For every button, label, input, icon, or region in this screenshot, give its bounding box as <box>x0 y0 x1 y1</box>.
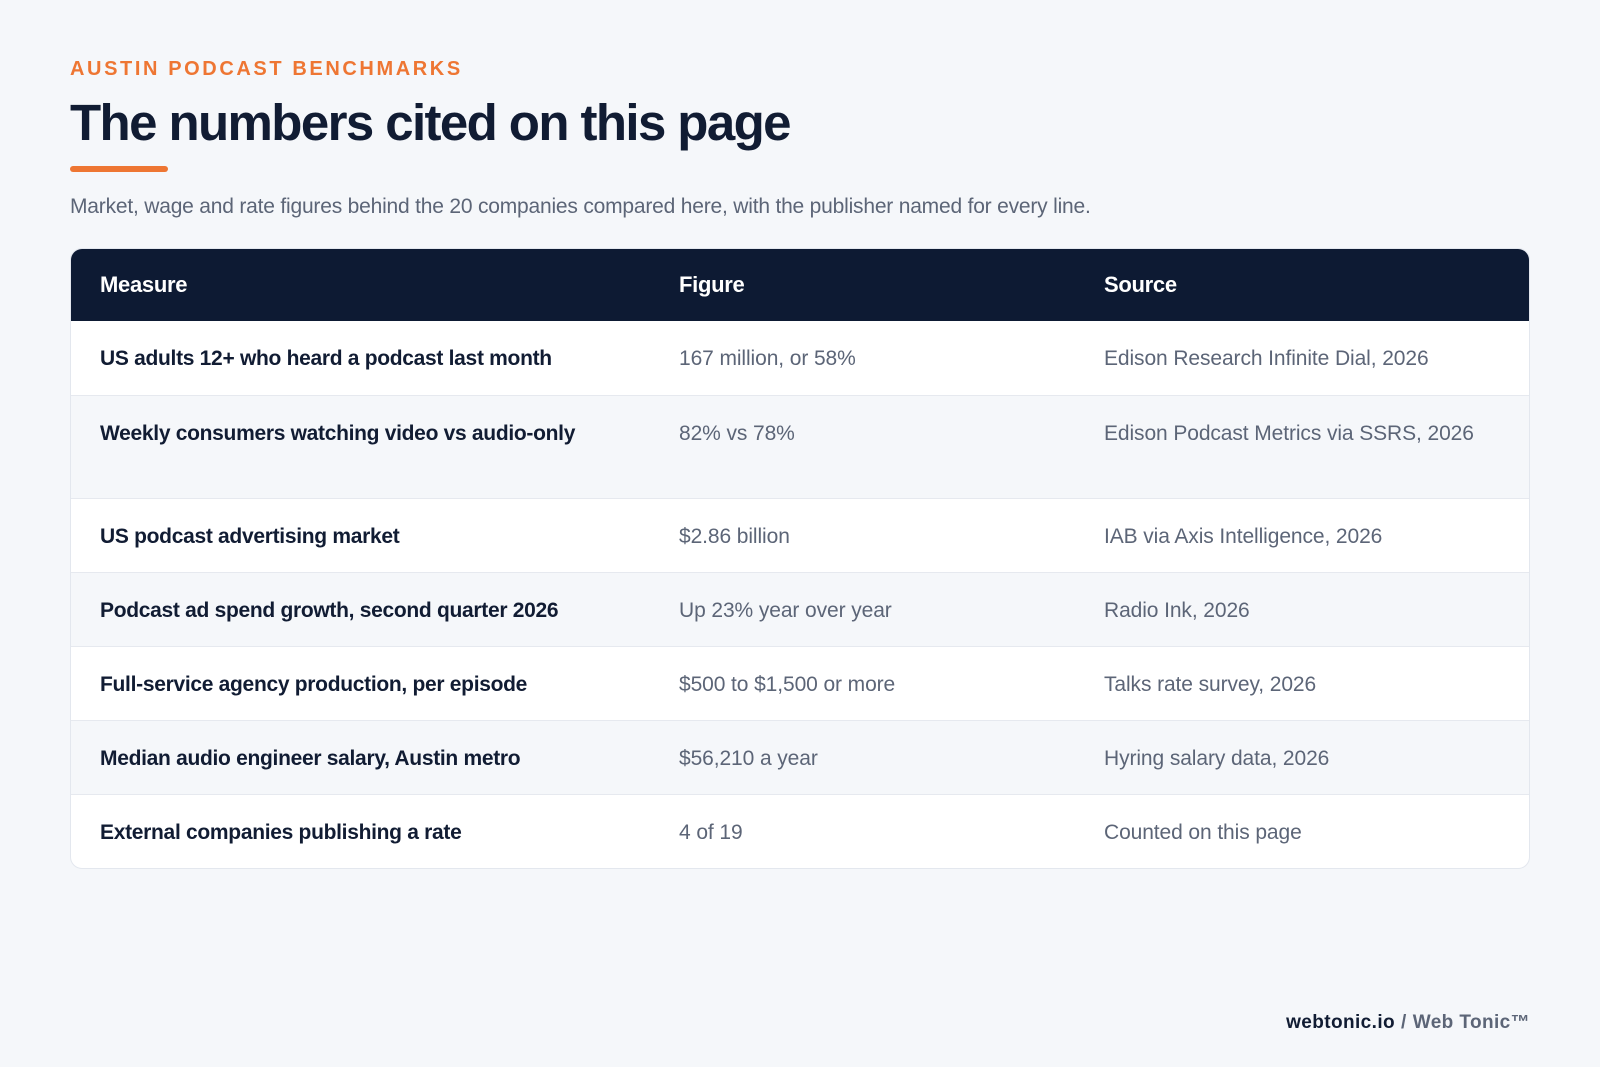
title-underline <box>70 166 168 172</box>
table-row: US adults 12+ who heard a podcast last m… <box>71 321 1529 395</box>
measure-cell: External companies publishing a rate <box>100 821 462 844</box>
measure-cell: US podcast advertising market <box>100 525 400 548</box>
table-row: Median audio engineer salary, Austin met… <box>71 720 1529 794</box>
page-subtitle: Market, wage and rate figures behind the… <box>70 195 1091 218</box>
figure-cell: $500 to $1,500 or more <box>679 673 896 696</box>
table-row: Weekly consumers watching video vs audio… <box>71 395 1529 498</box>
measure-cell: Podcast ad spend growth, second quarter … <box>100 599 559 622</box>
source-cell: Radio Ink, 2026 <box>1104 599 1250 622</box>
table-row: External companies publishing a rate 4 o… <box>71 794 1529 868</box>
footer-brand: Web Tonic™ <box>1412 1012 1530 1033</box>
source-cell: Edison Research Infinite Dial, 2026 <box>1104 347 1429 370</box>
column-header-source: Source <box>1104 272 1177 297</box>
footer-separator: / <box>1401 1012 1407 1033</box>
measure-cell: Median audio engineer salary, Austin met… <box>100 747 521 770</box>
figure-cell: $56,210 a year <box>679 747 818 770</box>
source-cell: Hyring salary data, 2026 <box>1104 747 1330 770</box>
measure-cell: Weekly consumers watching video vs audio… <box>100 422 576 445</box>
footer-domain: webtonic.io <box>1286 1012 1396 1033</box>
source-cell: Counted on this page <box>1104 821 1302 844</box>
figure-cell: 167 million, or 58% <box>679 347 856 370</box>
figure-cell: 4 of 19 <box>679 821 743 844</box>
figure-cell: $2.86 billion <box>679 525 790 548</box>
eyebrow-label: AUSTIN PODCAST BENCHMARKS <box>70 58 463 80</box>
figure-cell: 82% vs 78% <box>679 422 795 445</box>
table-row: US podcast advertising market $2.86 bill… <box>71 498 1529 572</box>
footer-credit: webtonic.io / Web Tonic™ <box>1286 1012 1530 1034</box>
column-header-measure: Measure <box>100 272 188 297</box>
table-row: Podcast ad spend growth, second quarter … <box>71 572 1529 646</box>
measure-cell: US adults 12+ who heard a podcast last m… <box>100 347 552 370</box>
source-cell: IAB via Axis Intelligence, 2026 <box>1104 525 1383 548</box>
page-title: The numbers cited on this page <box>70 94 792 151</box>
figure-cell: Up 23% year over year <box>679 599 892 622</box>
benchmarks-table: Measure Figure Source US adults 12+ who … <box>70 248 1530 869</box>
table-header: Measure Figure Source <box>71 249 1529 321</box>
table-body: US adults 12+ who heard a podcast last m… <box>71 321 1529 868</box>
source-cell: Talks rate survey, 2026 <box>1104 673 1317 696</box>
column-header-figure: Figure <box>679 272 745 297</box>
measure-cell: Full-service agency production, per epis… <box>100 673 528 696</box>
table-row: Full-service agency production, per epis… <box>71 646 1529 720</box>
source-cell: Edison Podcast Metrics via SSRS, 2026 <box>1104 422 1474 445</box>
